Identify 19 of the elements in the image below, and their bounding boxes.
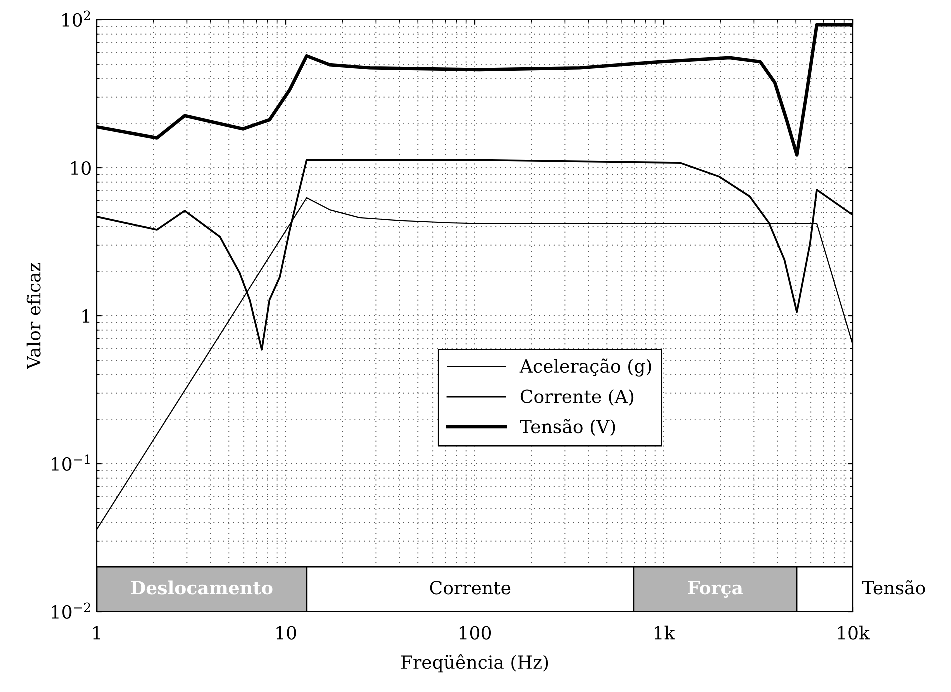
y-axis-title: Valor eficaz [26,263,41,370]
legend-label: Tensão (V) [520,419,616,436]
band-label: Tensão [862,580,926,595]
x-tick-label: 1 [93,626,100,640]
band-label: Corrente [430,581,511,595]
legend-label: Aceleração (g) [520,358,652,377]
x-tick-label: 10k [838,626,870,640]
y-tick-label: 10$^{−1}$ [52,454,90,471]
band-label: Deslocamento [131,580,273,595]
x-tick-label: 10 [276,626,296,640]
legend-label: Corrente (A) [520,389,634,406]
y-tick-label: 10$^{2}$ [62,10,90,27]
y-tick-label: 1 [82,309,90,323]
y-tick-label: 10 [71,161,91,176]
x-tick-label: 1k [654,626,676,640]
band-label: Força [688,581,744,598]
x-tick-label: 100 [460,626,492,640]
y-tick-label: 10$^{−2}$ [52,602,90,619]
x-axis-title: Freqüência (Hz) [401,654,548,673]
